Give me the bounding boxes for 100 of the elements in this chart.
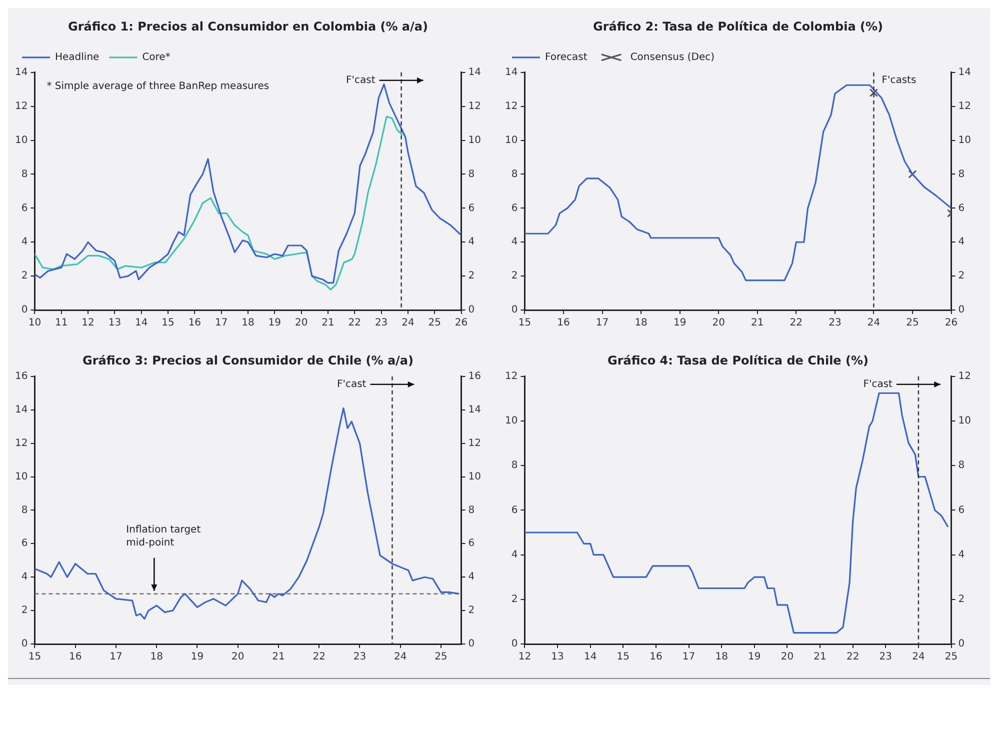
x-tick-label: 15 bbox=[28, 652, 42, 663]
y2-tick-label: 4 bbox=[958, 549, 965, 560]
x-tick-label: 19 bbox=[268, 318, 282, 329]
x-tick-label: 15 bbox=[162, 318, 174, 329]
x-tick-label: 22 bbox=[312, 652, 326, 663]
y2-tick-label: 2 bbox=[468, 270, 475, 282]
x-tick-label: 22 bbox=[348, 318, 362, 329]
y-tick-label: 2 bbox=[21, 605, 28, 616]
x-tick-label: 25 bbox=[944, 652, 958, 663]
x-tick-label: 26 bbox=[454, 318, 468, 329]
x-tick-label: 12 bbox=[518, 652, 532, 663]
y-tick-label: 10 bbox=[14, 471, 28, 482]
y-tick-label: 4 bbox=[511, 549, 518, 560]
y2-tick-label: 12 bbox=[958, 100, 972, 112]
y-tick-label: 8 bbox=[21, 504, 28, 516]
x-tick-label: 25 bbox=[906, 318, 919, 329]
x-tick-label: 16 bbox=[188, 318, 202, 329]
y2-tick-label: 2 bbox=[958, 594, 965, 605]
x-tick-label: 24 bbox=[867, 318, 880, 329]
y-tick-label: 4 bbox=[511, 236, 518, 248]
y-tick-label: 10 bbox=[504, 134, 518, 146]
legend-label: Forecast bbox=[545, 52, 588, 63]
y2-tick-label: 0 bbox=[958, 638, 965, 650]
chart-title: Gráfico 2: Tasa de Política de Colombia (%) bbox=[593, 19, 883, 34]
x-tick-label: 21 bbox=[751, 318, 764, 329]
y2-tick-label: 12 bbox=[468, 100, 482, 112]
x-tick-label: 16 bbox=[557, 318, 570, 329]
x-tick-label: 11 bbox=[55, 318, 68, 329]
y-tick-label: 0 bbox=[511, 304, 518, 316]
x-tick-label: 18 bbox=[150, 652, 163, 663]
y2-tick-label: 6 bbox=[468, 538, 475, 550]
x-tick-label: 20 bbox=[712, 318, 725, 329]
x-tick-label: 21 bbox=[272, 652, 285, 663]
y-tick-label: 4 bbox=[21, 236, 28, 248]
y-tick-label: 8 bbox=[511, 168, 518, 180]
y2-tick-label: 10 bbox=[958, 416, 972, 427]
x-tick-label: 24 bbox=[402, 318, 414, 329]
y-tick-label: 6 bbox=[21, 202, 28, 214]
chart-title: Gráfico 4: Tasa de Política de Chile (%) bbox=[608, 353, 868, 368]
x-tick-label: 20 bbox=[231, 652, 244, 663]
annotation: * Simple average of three BanRep measures bbox=[46, 80, 270, 92]
x-tick-label: 22 bbox=[846, 652, 860, 663]
y2-tick-label: 8 bbox=[468, 168, 475, 180]
x-tick-label: 20 bbox=[780, 652, 794, 663]
x-tick-label: 20 bbox=[294, 318, 308, 329]
y-tick-label: 4 bbox=[21, 572, 28, 583]
x-tick-label: 13 bbox=[551, 652, 564, 663]
x-tick-label: 21 bbox=[322, 318, 334, 329]
y2-tick-label: 14 bbox=[468, 66, 482, 78]
x-tick-label: 24 bbox=[394, 652, 407, 663]
y-tick-label: 14 bbox=[14, 66, 28, 78]
x-tick-label: 26 bbox=[944, 318, 958, 329]
y2-tick-label: 12 bbox=[958, 370, 972, 382]
x-tick-label: 17 bbox=[596, 318, 609, 329]
y-tick-label: 6 bbox=[511, 504, 518, 516]
x-tick-label: 19 bbox=[190, 652, 204, 663]
y-tick-label: 0 bbox=[21, 638, 28, 650]
x-tick-label: 15 bbox=[518, 318, 532, 329]
y2-tick-label: 4 bbox=[468, 572, 475, 583]
annotation: F'casts bbox=[882, 74, 916, 86]
y-tick-label: 10 bbox=[504, 416, 518, 427]
x-tick-label: 17 bbox=[214, 318, 228, 329]
x-tick-label: 23 bbox=[828, 318, 842, 329]
chart-title: Gráfico 1: Precios al Consumidor en Colombia (% a/a) bbox=[68, 19, 428, 34]
y2-tick-label: 10 bbox=[468, 134, 482, 146]
y2-tick-label: 8 bbox=[468, 504, 475, 516]
y-tick-label: 6 bbox=[511, 202, 518, 214]
y-tick-label: 14 bbox=[504, 66, 518, 78]
ref-line-label: F'cast bbox=[863, 378, 893, 390]
y-tick-label: 8 bbox=[511, 460, 518, 472]
y2-tick-label: 2 bbox=[958, 270, 965, 282]
y-tick-label: 14 bbox=[14, 404, 28, 416]
y-tick-label: 0 bbox=[511, 638, 518, 650]
ref-line-label: F'cast bbox=[346, 74, 376, 86]
y2-tick-label: 0 bbox=[468, 304, 475, 316]
y-tick-label: 0 bbox=[21, 304, 28, 316]
y2-tick-label: 8 bbox=[958, 168, 965, 180]
ref-line-label: F'cast bbox=[336, 378, 366, 390]
x-tick-label: 23 bbox=[374, 318, 388, 329]
x-tick-label: 17 bbox=[682, 652, 696, 663]
x-tick-label: 18 bbox=[242, 318, 254, 329]
y2-tick-label: 10 bbox=[468, 471, 482, 482]
x-tick-label: 13 bbox=[108, 318, 122, 329]
x-tick-label: 19 bbox=[748, 652, 761, 663]
y2-tick-label: 10 bbox=[958, 134, 972, 146]
y-tick-label: 2 bbox=[21, 270, 28, 282]
y2-tick-label: 0 bbox=[958, 304, 965, 316]
y-tick-label: 12 bbox=[504, 370, 518, 382]
y-tick-label: 8 bbox=[21, 168, 28, 180]
y-tick-label: 16 bbox=[14, 370, 28, 382]
y2-tick-label: 0 bbox=[468, 638, 475, 650]
y2-tick-label: 6 bbox=[958, 202, 965, 214]
y2-tick-label: 6 bbox=[468, 202, 475, 214]
x-tick-label: 21 bbox=[814, 652, 826, 663]
y-tick-label: 12 bbox=[14, 438, 28, 449]
y-tick-label: 2 bbox=[511, 594, 518, 605]
legend-label: Consensus (Dec) bbox=[630, 52, 715, 63]
y-tick-label: 12 bbox=[504, 100, 518, 112]
y2-tick-label: 4 bbox=[958, 236, 965, 248]
x-tick-label: 22 bbox=[790, 318, 803, 329]
